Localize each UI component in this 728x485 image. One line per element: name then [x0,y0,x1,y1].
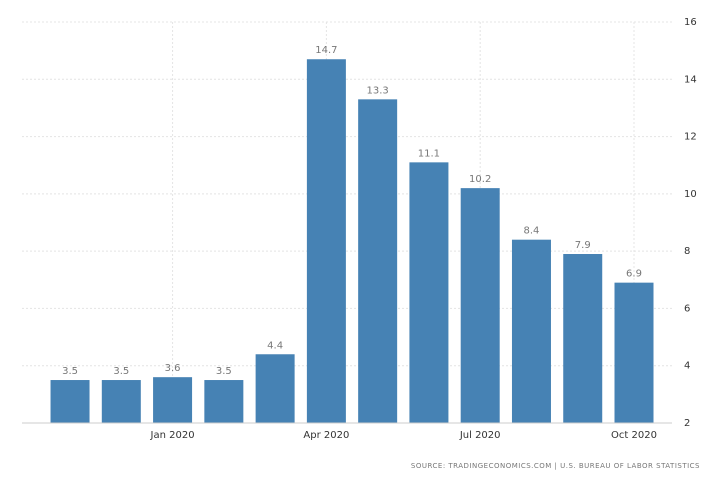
value-label: 14.7 [315,45,337,56]
bar [614,282,654,423]
value-label: 7.9 [575,240,591,251]
bar [204,380,244,423]
y-tick-label: 6 [684,303,690,314]
y-tick-label: 2 [684,418,690,429]
value-label: 13.3 [367,85,389,96]
value-label: 3.5 [216,366,232,377]
y-tick-label: 16 [684,17,697,28]
bar [50,380,90,423]
value-label: 6.9 [626,269,642,280]
bar [255,354,295,423]
y-tick-label: 10 [684,189,697,200]
x-tick-label: Apr 2020 [303,430,349,441]
bar [101,380,141,423]
x-tick-label: Jul 2020 [459,430,501,441]
value-label: 3.6 [165,363,181,374]
y-tick-label: 14 [684,74,697,85]
bar [358,99,398,423]
y-tick-label: 4 [684,361,690,372]
x-tick-label: Oct 2020 [611,430,657,441]
x-tick-label: Jan 2020 [150,430,195,441]
value-label: 3.5 [62,366,78,377]
bar [563,254,603,423]
bar [511,239,551,423]
value-label: 8.4 [524,226,540,237]
value-label: 3.5 [113,366,129,377]
bar [409,162,449,423]
value-label: 11.1 [418,148,440,159]
value-label: 10.2 [469,174,491,185]
source: SOURCE: TRADINGECONOMICS.COM | U.S. BURE… [411,462,700,470]
y-tick-label: 8 [684,246,690,257]
y-tick-label: 12 [684,132,697,143]
bar [460,188,500,423]
bar [153,377,193,423]
bar [306,59,346,423]
value-label: 4.4 [267,340,283,351]
